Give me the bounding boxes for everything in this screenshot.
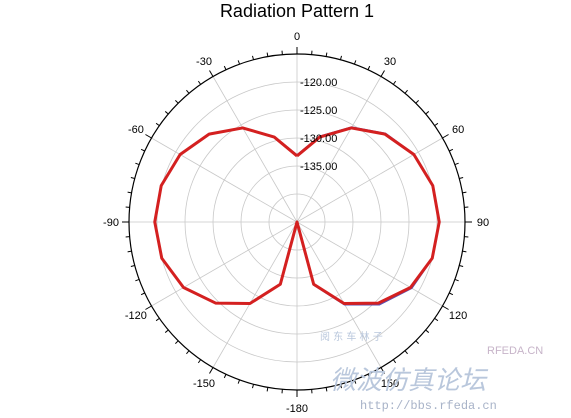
angle-tick-label: 60: [452, 124, 464, 136]
minor-tick-mark: [186, 350, 190, 355]
minor-tick-mark: [130, 264, 135, 267]
minor-tick-mark: [127, 191, 132, 194]
radial-tick-label: -120.00: [300, 77, 337, 89]
minor-tick-mark: [462, 250, 467, 253]
minor-tick-mark: [415, 340, 419, 344]
major-tick-mark: [145, 134, 152, 139]
minor-tick-mark: [425, 111, 430, 115]
minor-tick-mark: [197, 359, 202, 364]
minor-tick-mark: [252, 384, 255, 389]
minor-tick-mark: [353, 60, 357, 65]
minor-tick-mark: [392, 359, 397, 364]
minor-tick-mark: [462, 191, 467, 194]
minor-tick-mark: [197, 80, 202, 85]
radial-tick-label: -130.00: [300, 133, 337, 145]
angle-tick-label: 120: [449, 310, 467, 322]
minor-tick-mark: [175, 100, 179, 104]
minor-tick-mark: [223, 374, 227, 379]
minor-tick-mark: [127, 250, 132, 253]
grid-spoke: [296, 137, 443, 223]
grid-spoke: [212, 221, 298, 368]
angle-tick-label: -150: [193, 378, 215, 390]
major-tick-mark: [442, 134, 449, 139]
minor-tick-mark: [155, 122, 160, 127]
watermark-chinese: 微波仿真论坛: [330, 366, 489, 396]
minor-tick-mark: [266, 387, 269, 392]
minor-tick-mark: [449, 148, 454, 152]
minor-tick-mark: [367, 374, 371, 379]
series-layer: [153, 126, 441, 306]
chart-title: Radiation Pattern 1: [220, 1, 374, 21]
minor-tick-mark: [237, 60, 241, 65]
radial-tick-label: -135.00: [300, 161, 337, 173]
minor-tick-mark: [425, 329, 430, 333]
minor-tick-mark: [367, 65, 371, 70]
minor-tick-mark: [392, 80, 397, 85]
angle-tick-label: -180: [286, 403, 308, 415]
minor-tick-mark: [223, 65, 227, 70]
minor-tick-mark: [353, 379, 357, 384]
grid-spoke: [296, 76, 382, 223]
major-tick-mark: [145, 305, 152, 310]
series-line: [153, 126, 441, 305]
watermark: RFEDA.CN 阅 东 车 林 子 微波仿真论坛 http://bbs.rfe…: [320, 330, 543, 413]
radial-tick-label: -125.00: [300, 105, 337, 117]
minor-tick-mark: [434, 317, 439, 322]
minor-tick-mark: [252, 55, 255, 60]
minor-tick-mark: [454, 162, 459, 166]
angle-tick-label: 30: [384, 56, 396, 68]
minor-tick-mark: [135, 278, 140, 282]
major-tick-mark: [380, 70, 385, 77]
minor-tick-mark: [404, 89, 408, 94]
angle-tick-label: -90: [103, 217, 119, 229]
minor-tick-mark: [266, 52, 269, 57]
watermark-site-code: RFEDA.CN: [487, 345, 543, 357]
major-tick-mark: [209, 367, 214, 374]
minor-tick-mark: [449, 292, 454, 296]
grid-spoke: [296, 221, 382, 368]
angle-tick-label: -60: [128, 124, 144, 136]
minor-tick-mark: [130, 177, 135, 180]
major-tick-mark: [209, 70, 214, 77]
minor-tick-mark: [339, 55, 342, 60]
minor-tick-mark: [237, 379, 241, 384]
grid-spoke: [151, 221, 298, 307]
minor-tick-mark: [325, 387, 328, 392]
angle-ticks: -180 -150 -120 -90 -60 -30 0 30 60 90 120 150: [103, 31, 489, 415]
major-tick-mark: [380, 367, 385, 374]
minor-tick-mark: [459, 177, 464, 180]
minor-tick-mark: [186, 89, 190, 94]
outer-frame: [122, 47, 472, 397]
radial-ticks: -120.00 -125.00 -130.00 -135.00: [300, 77, 337, 173]
grid-spoke: [212, 76, 298, 223]
minor-tick-mark: [140, 148, 145, 152]
polar-grid: [129, 54, 465, 390]
watermark-small-chinese: 阅 东 车 林 子: [320, 330, 383, 343]
minor-tick-mark: [459, 264, 464, 267]
minor-tick-mark: [415, 100, 419, 104]
major-tick-mark: [442, 305, 449, 310]
minor-tick-mark: [164, 111, 169, 115]
angle-tick-label: 0: [294, 31, 300, 43]
minor-tick-mark: [135, 162, 140, 166]
angle-tick-label: -120: [125, 310, 147, 322]
angle-tick-label: -30: [196, 56, 212, 68]
minor-tick-mark: [434, 122, 439, 127]
minor-tick-mark: [325, 52, 328, 57]
angle-tick-label: 150: [381, 378, 399, 390]
watermark-url: http://bbs.rfeda.cn: [360, 399, 497, 413]
minor-tick-mark: [164, 329, 169, 333]
minor-tick-mark: [454, 278, 459, 282]
angle-tick-label: 90: [477, 217, 489, 229]
minor-tick-mark: [155, 317, 160, 322]
minor-tick-mark: [404, 350, 408, 355]
minor-tick-mark: [140, 292, 145, 296]
minor-tick-mark: [339, 384, 342, 389]
grid-spoke: [296, 221, 443, 307]
minor-tick-mark: [175, 340, 179, 344]
grid-spoke: [151, 137, 298, 223]
